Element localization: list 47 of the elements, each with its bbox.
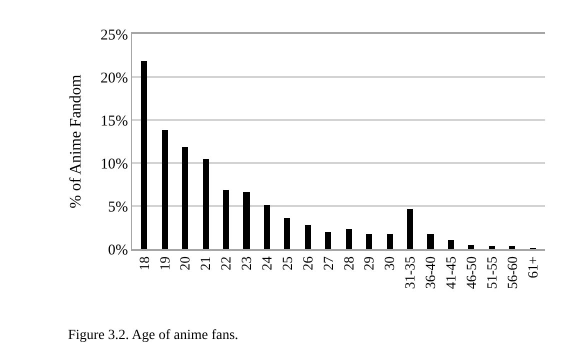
x-tick-label: 21 (199, 256, 214, 270)
bar (509, 246, 515, 249)
x-tick-label: 18 (138, 256, 153, 270)
bar (387, 234, 393, 249)
x-tick-label: 46-50 (464, 256, 480, 290)
y-axis-title: % of Anime Fandom (67, 74, 84, 208)
y-tick-label: 0% (108, 242, 128, 258)
bar (223, 190, 229, 249)
bar (162, 130, 168, 249)
x-tick-label: 28 (342, 256, 358, 270)
x-tick-label: 31-35 (404, 256, 419, 290)
bar (141, 61, 147, 249)
bar (468, 245, 474, 249)
x-tick-label: 24 (260, 256, 276, 270)
x-tick-label: 29 (362, 256, 378, 270)
bar (489, 246, 495, 249)
x-tick-label: 20 (178, 256, 194, 270)
y-tick-label: 15% (100, 113, 128, 130)
bar (407, 209, 413, 249)
x-tick-label: 30 (383, 256, 398, 270)
y-tick-label: 20% (100, 70, 128, 86)
x-tick-label: 25 (280, 256, 296, 270)
x-tick-label: 26 (301, 256, 316, 270)
bar (325, 232, 331, 249)
bar (305, 225, 311, 249)
y-tick-label: 10% (100, 156, 128, 172)
bar (427, 234, 434, 249)
x-tick-label: 27 (322, 256, 337, 270)
bar (366, 234, 372, 249)
x-tick-label: 22 (220, 256, 235, 270)
bar (203, 159, 209, 249)
bar (448, 240, 454, 249)
bar (182, 147, 188, 249)
bar (346, 229, 352, 249)
x-tick-label: 23 (240, 256, 256, 270)
caption: Figure 3.2. Age of anime fans. (68, 328, 238, 343)
x-tick-label: 41-45 (444, 256, 460, 290)
y-tick-label: 25% (100, 27, 128, 44)
x-tick-label: 19 (158, 256, 174, 270)
x-tick-label: 61+ (526, 256, 542, 278)
x-tick-label: 56-60 (506, 256, 521, 290)
y-tick-label: 5% (108, 199, 128, 216)
bar (284, 218, 290, 249)
bar (243, 192, 250, 249)
bar (264, 205, 270, 249)
x-tick-label: 36-40 (424, 256, 440, 290)
x-tick-label: 51-55 (485, 256, 500, 290)
